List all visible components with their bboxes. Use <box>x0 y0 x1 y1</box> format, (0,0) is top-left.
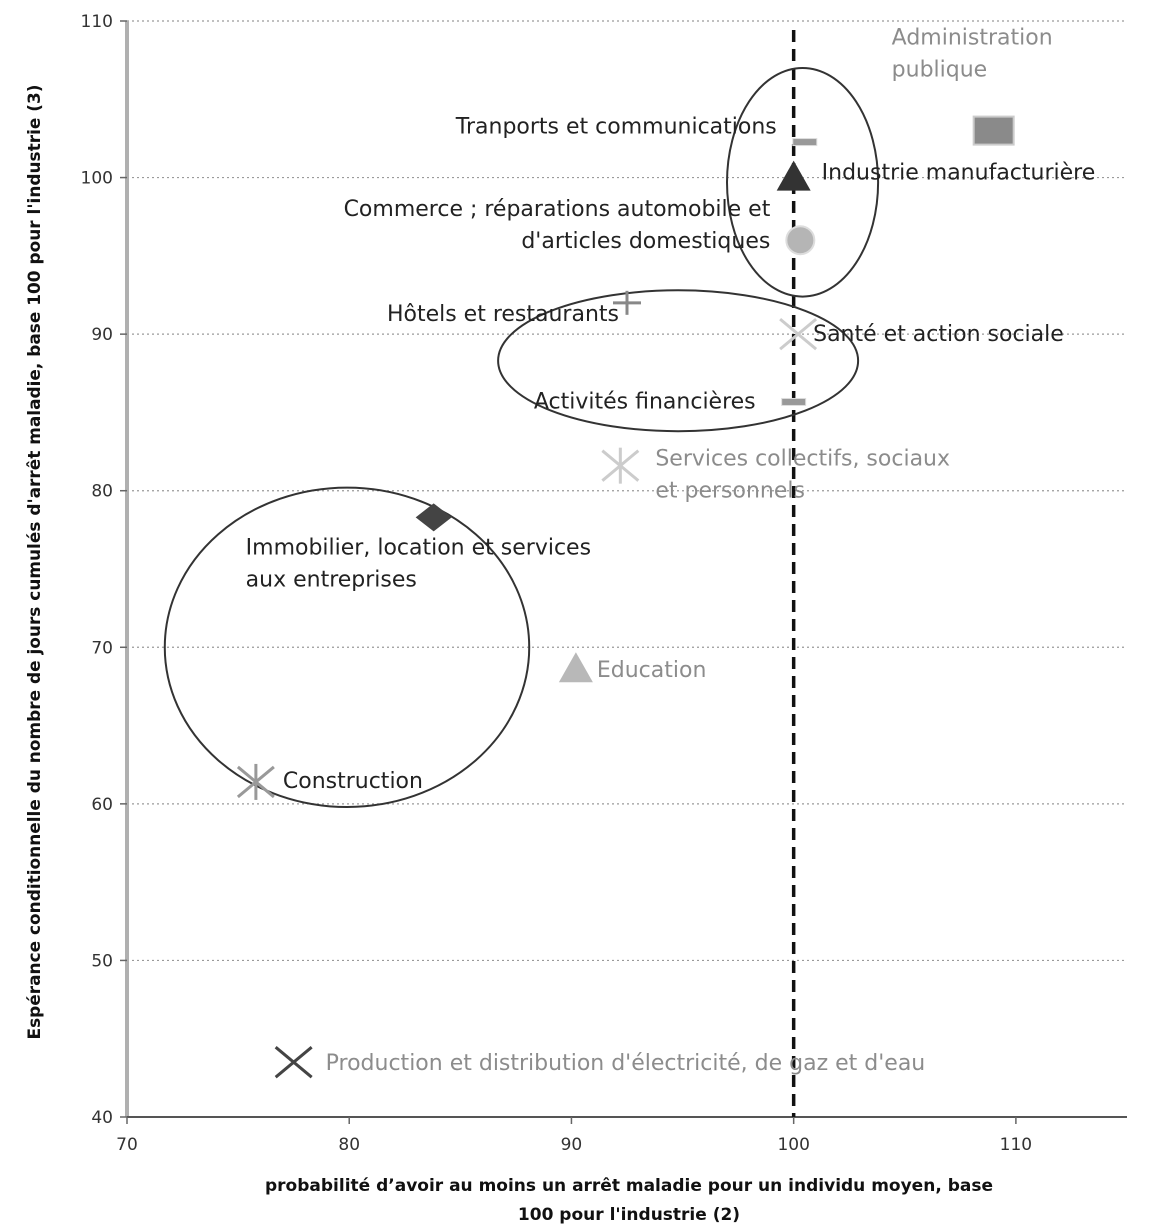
point-circle-4 <box>785 225 816 256</box>
y-tick-label: 80 <box>91 482 113 502</box>
point-square-1 <box>972 115 1015 146</box>
point-label-line: Activités financières <box>534 389 756 414</box>
point-label-9: Immobilier, location et services aux entr… <box>246 535 591 592</box>
point-label-line: Services collectifs, sociaux <box>655 447 950 472</box>
y-tick-label: 100 <box>81 169 113 189</box>
point-label-4: Commerce ; réparations automobile et d'ar… <box>344 197 771 254</box>
point-plus-5 <box>613 290 641 315</box>
cluster-ellipse-2 <box>497 289 860 433</box>
point-label-line: aux entreprises <box>246 567 417 592</box>
y-tick-label: 40 <box>91 1108 113 1128</box>
y-tick-label: 50 <box>91 951 113 971</box>
point-label-line: Education <box>597 658 707 683</box>
point-label-1: Administration publique <box>892 26 1053 83</box>
cluster-ellipse-1 <box>726 66 880 298</box>
point-label-line: Industrie manufacturière <box>822 161 1096 186</box>
point-label-line: Santé et action sociale <box>813 322 1064 347</box>
gridlines <box>127 20 1127 962</box>
point-dash-7 <box>781 397 807 406</box>
point-label-line: Administration <box>892 26 1053 51</box>
point-label-line: Hôtels et restaurants <box>387 302 619 327</box>
point-label-line: Immobilier, location et services <box>246 535 591 560</box>
point-label-line: publique <box>892 58 988 83</box>
x-tick-label: 110 <box>1000 1135 1032 1155</box>
x-tick-label: 90 <box>561 1135 583 1155</box>
x-tick-label: 70 <box>116 1135 138 1155</box>
point-label-line: Tranports et communications <box>455 115 777 140</box>
x-tick-labels: 70 80 90 100 110 <box>116 1117 1032 1155</box>
point-label-2: Tranports et communications <box>455 115 777 140</box>
point-label-12: Production et distribution d'électricité… <box>326 1051 926 1076</box>
point-labels: Administration publique Tranports et commu… <box>246 26 1096 1077</box>
point-diamond-9 <box>415 503 452 532</box>
x-axis-title-line-2: 100 pour l'industrie (2) <box>518 1205 740 1224</box>
point-label-11: Construction <box>283 769 423 794</box>
y-tick-label: 110 <box>81 12 113 32</box>
y-axis-title: Espérance conditionnelle du nombre de jo… <box>25 85 45 1040</box>
point-label-line: Commerce ; réparations automobile et <box>344 197 771 222</box>
point-triangle-10 <box>558 652 593 683</box>
point-label-8: Services collectifs, sociaux et personnel… <box>655 447 950 504</box>
point-label-6: Santé et action sociale <box>813 322 1064 347</box>
point-dash-2 <box>792 138 818 147</box>
x-tick-label: 80 <box>338 1135 360 1155</box>
point-x-6 <box>779 317 818 351</box>
point-label-line: Construction <box>283 769 423 794</box>
y-tick-label: 90 <box>91 325 113 345</box>
y-tick-labels: 40 50 60 70 80 90 100 110 <box>81 12 127 1128</box>
x-tick-label: 100 <box>777 1135 809 1155</box>
point-label-line: et personnels <box>655 479 805 504</box>
data-points <box>236 115 1015 1079</box>
y-tick-label: 60 <box>91 795 113 815</box>
point-asterisk-11 <box>236 763 275 800</box>
cluster-ellipses <box>163 66 880 808</box>
x-axis-title-line-1: probabilité d’avoir au moins un arrêt ma… <box>265 1176 993 1196</box>
point-x-12 <box>274 1046 313 1079</box>
point-label-3: Industrie manufacturière <box>822 161 1096 186</box>
cluster-ellipse-3 <box>163 486 531 808</box>
y-tick-label: 70 <box>91 638 113 658</box>
point-label-line: Production et distribution d'électricité… <box>326 1051 926 1076</box>
point-asterisk-8 <box>601 447 640 484</box>
point-label-5: Hôtels et restaurants <box>387 302 619 327</box>
point-label-7: Activités financières <box>534 389 756 414</box>
point-label-10: Education <box>597 658 707 683</box>
point-label-line: d'articles domestiques <box>521 229 770 254</box>
point-triangle-3 <box>776 160 811 191</box>
